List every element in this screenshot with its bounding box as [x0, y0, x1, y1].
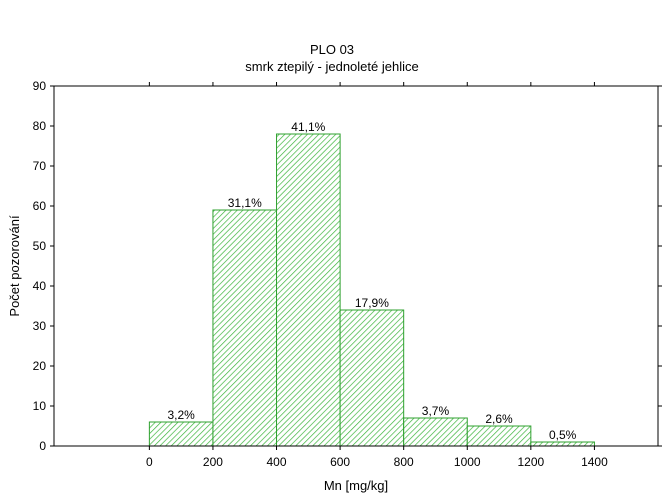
- x-axis-label: Mn [mg/kg]: [324, 478, 388, 493]
- y-tick-label: 10: [33, 399, 47, 413]
- bar-percent-label: 41,1%: [291, 120, 325, 134]
- y-axis: 0 10 20 30 40 50 60 70 80 90: [33, 79, 662, 453]
- bar-percent-label: 0,5%: [549, 428, 577, 442]
- bar-percent-label: 17,9%: [355, 296, 389, 310]
- bar-percent-label: 2,6%: [485, 412, 513, 426]
- plot-frame: [53, 85, 659, 447]
- y-tick-label: 30: [33, 319, 47, 333]
- y-tick-label: 20: [33, 359, 47, 373]
- bar-labels-layer: 3,2% 31,1% 41,1% 17,9% 3,7% 2,6% 0,5%: [167, 120, 576, 442]
- histogram-bar: [466, 425, 532, 447]
- chart-title: PLO 03: [310, 42, 354, 57]
- chart-subtitle: smrk ztepilý - jednoleté jehlice: [245, 59, 418, 74]
- bar-percent-label: 31,1%: [228, 196, 262, 210]
- y-tick-label: 70: [33, 159, 47, 173]
- x-tick-label: 600: [330, 455, 350, 469]
- x-tick-label: 400: [267, 455, 287, 469]
- histogram-bar: [530, 441, 595, 447]
- y-tick-label: 90: [33, 79, 47, 93]
- x-tick-label: 1400: [581, 455, 608, 469]
- x-tick-label: 200: [203, 455, 223, 469]
- x-tick-label: 1000: [454, 455, 481, 469]
- bars-layer: [148, 133, 595, 447]
- bar-percent-label: 3,7%: [422, 404, 450, 418]
- bar-percent-label: 3,2%: [167, 408, 195, 422]
- y-tick-label: 0: [39, 439, 46, 453]
- histogram-bar: [212, 209, 278, 447]
- histogram-bar: [276, 133, 341, 447]
- x-tick-label: 1200: [517, 455, 544, 469]
- y-axis-label: Počet pozorování: [7, 215, 22, 317]
- histogram-bar: [403, 417, 468, 447]
- y-tick-label: 80: [33, 119, 47, 133]
- x-tick-label: 0: [146, 455, 153, 469]
- y-tick-label: 60: [33, 199, 47, 213]
- x-axis: 0 200 400 600 800 1000 1200 1400: [146, 82, 608, 469]
- y-tick-label: 40: [33, 279, 47, 293]
- y-tick-label: 50: [33, 239, 47, 253]
- x-tick-label: 800: [394, 455, 414, 469]
- histogram-bar: [148, 421, 214, 447]
- histogram-bar: [339, 309, 405, 447]
